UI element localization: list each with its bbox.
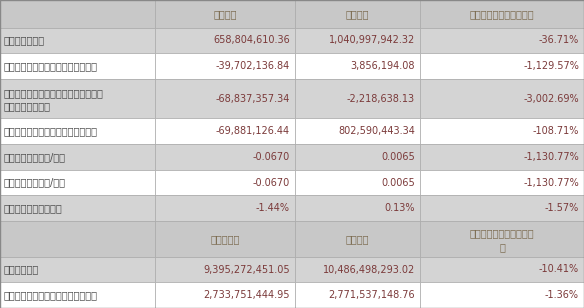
Bar xyxy=(155,119,295,144)
Text: -36.71%: -36.71% xyxy=(539,35,579,46)
Bar xyxy=(295,282,420,308)
Bar xyxy=(295,196,420,221)
Bar xyxy=(155,79,295,119)
Text: 本报告期末: 本报告期末 xyxy=(210,234,239,244)
Bar xyxy=(155,0,295,28)
Bar xyxy=(420,221,584,257)
Bar xyxy=(0,221,155,257)
Text: -39,702,136.84: -39,702,136.84 xyxy=(215,61,290,71)
Text: -2,218,638.13: -2,218,638.13 xyxy=(347,94,415,104)
Text: 3,856,194.08: 3,856,194.08 xyxy=(350,61,415,71)
Bar xyxy=(0,282,155,308)
Text: 1,040,997,942.32: 1,040,997,942.32 xyxy=(329,35,415,46)
Text: 802,590,443.34: 802,590,443.34 xyxy=(338,126,415,136)
Bar xyxy=(420,28,584,53)
Text: 本报告期: 本报告期 xyxy=(213,9,237,19)
Text: 本报告期比上年同期增减: 本报告期比上年同期增减 xyxy=(470,9,534,19)
Bar xyxy=(420,119,584,144)
Bar xyxy=(295,79,420,119)
Bar xyxy=(420,53,584,79)
Bar xyxy=(0,196,155,221)
Text: -1,129.57%: -1,129.57% xyxy=(523,61,579,71)
Text: 上年度末: 上年度末 xyxy=(346,234,369,244)
Bar xyxy=(420,257,584,282)
Text: 归属于上市公司股东的扣除非经常性损: 归属于上市公司股东的扣除非经常性损 xyxy=(4,88,104,98)
Bar xyxy=(0,79,155,119)
Bar xyxy=(420,144,584,170)
Bar xyxy=(420,196,584,221)
Bar xyxy=(295,0,420,28)
Text: -108.71%: -108.71% xyxy=(533,126,579,136)
Bar xyxy=(295,221,420,257)
Bar xyxy=(155,282,295,308)
Text: -10.41%: -10.41% xyxy=(539,265,579,274)
Bar xyxy=(155,221,295,257)
Bar xyxy=(0,257,155,282)
Bar xyxy=(155,196,295,221)
Bar xyxy=(0,170,155,196)
Text: 总资产（元）: 总资产（元） xyxy=(4,265,39,274)
Bar xyxy=(0,0,155,28)
Text: 归属于上市公司股东的净利润（元）: 归属于上市公司股东的净利润（元） xyxy=(4,61,98,71)
Text: -1.36%: -1.36% xyxy=(545,290,579,300)
Bar xyxy=(0,28,155,53)
Bar xyxy=(0,53,155,79)
Text: -0.0670: -0.0670 xyxy=(253,152,290,162)
Text: -68,837,357.34: -68,837,357.34 xyxy=(215,94,290,104)
Text: 0.0065: 0.0065 xyxy=(381,178,415,188)
Text: -1,130.77%: -1,130.77% xyxy=(523,178,579,188)
Text: 经营活动产生的现金流量净额（元）: 经营活动产生的现金流量净额（元） xyxy=(4,126,98,136)
Bar xyxy=(295,257,420,282)
Bar xyxy=(155,28,295,53)
Bar xyxy=(420,79,584,119)
Text: -1.57%: -1.57% xyxy=(545,203,579,213)
Text: 益的净利润（元）: 益的净利润（元） xyxy=(4,102,51,111)
Bar xyxy=(295,119,420,144)
Text: 10,486,498,293.02: 10,486,498,293.02 xyxy=(323,265,415,274)
Text: 基本每股收益（元/股）: 基本每股收益（元/股） xyxy=(4,152,66,162)
Text: 2,771,537,148.76: 2,771,537,148.76 xyxy=(328,290,415,300)
Bar xyxy=(0,119,155,144)
Text: 2,733,751,444.95: 2,733,751,444.95 xyxy=(203,290,290,300)
Text: -1,130.77%: -1,130.77% xyxy=(523,152,579,162)
Bar xyxy=(155,257,295,282)
Text: -0.0670: -0.0670 xyxy=(253,178,290,188)
Text: 0.13%: 0.13% xyxy=(384,203,415,213)
Bar xyxy=(0,144,155,170)
Bar xyxy=(420,170,584,196)
Text: 上年同期: 上年同期 xyxy=(346,9,369,19)
Bar xyxy=(155,170,295,196)
Text: 稏释每股收益（元/股）: 稏释每股收益（元/股） xyxy=(4,178,66,188)
Bar xyxy=(295,170,420,196)
Text: 本报告期末比上年度末增: 本报告期末比上年度末增 xyxy=(470,229,534,239)
Text: 0.0065: 0.0065 xyxy=(381,152,415,162)
Text: 营业收入（元）: 营业收入（元） xyxy=(4,35,45,46)
Text: -1.44%: -1.44% xyxy=(256,203,290,213)
Bar xyxy=(420,282,584,308)
Text: -3,002.69%: -3,002.69% xyxy=(523,94,579,104)
Bar xyxy=(420,0,584,28)
Bar xyxy=(295,53,420,79)
Text: 9,395,272,451.05: 9,395,272,451.05 xyxy=(203,265,290,274)
Text: 加权平均净资产收益率: 加权平均净资产收益率 xyxy=(4,203,62,213)
Bar xyxy=(295,28,420,53)
Text: 658,804,610.36: 658,804,610.36 xyxy=(213,35,290,46)
Text: -69,881,126.44: -69,881,126.44 xyxy=(216,126,290,136)
Bar xyxy=(155,53,295,79)
Text: 归属于上市公司股东的净资产（元）: 归属于上市公司股东的净资产（元） xyxy=(4,290,98,300)
Text: 减: 减 xyxy=(499,242,505,252)
Bar xyxy=(295,144,420,170)
Bar xyxy=(155,144,295,170)
